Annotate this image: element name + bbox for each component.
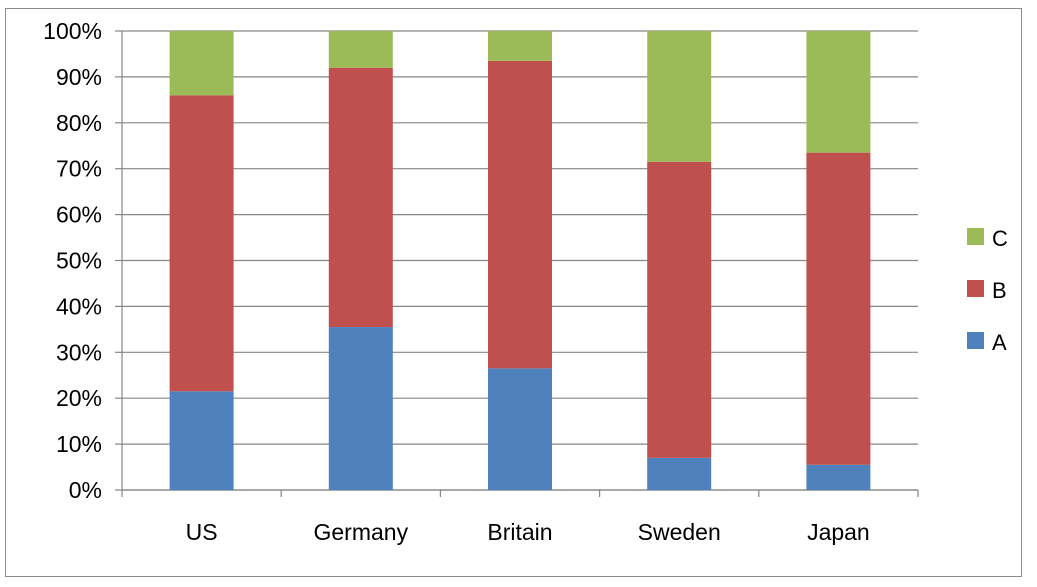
y-tick-label: 60% bbox=[56, 202, 102, 228]
bar-b-germany bbox=[328, 67, 393, 328]
bar-c-sweden bbox=[647, 31, 712, 162]
y-tick-label: 30% bbox=[56, 339, 102, 365]
x-tick-label: Germany bbox=[314, 519, 409, 545]
y-tick-label: 40% bbox=[56, 293, 102, 319]
x-tick-label: US bbox=[186, 519, 218, 545]
legend-swatch-a bbox=[967, 332, 984, 349]
bar-a-sweden bbox=[647, 457, 712, 490]
legend-label-b: B bbox=[992, 278, 1007, 303]
y-tick-label: 90% bbox=[56, 64, 102, 90]
legend-label-a: A bbox=[992, 330, 1007, 355]
bar-a-germany bbox=[328, 327, 393, 490]
y-tick-label: 80% bbox=[56, 110, 102, 136]
bar-a-japan bbox=[806, 464, 871, 490]
x-tick-label: Sweden bbox=[638, 519, 721, 545]
bar-a-us bbox=[169, 391, 234, 490]
bar-c-britain bbox=[488, 31, 552, 61]
bar-b-us bbox=[169, 95, 234, 392]
y-tick-label: 50% bbox=[56, 248, 102, 274]
bar-b-japan bbox=[806, 152, 871, 465]
x-tick-label: Britain bbox=[487, 519, 552, 545]
y-tick-label: 0% bbox=[69, 477, 102, 503]
bar-c-us bbox=[169, 31, 234, 96]
y-tick-label: 100% bbox=[43, 18, 102, 44]
bar-c-japan bbox=[806, 31, 871, 153]
bar-c-germany bbox=[328, 31, 393, 68]
y-tick-label: 10% bbox=[56, 431, 102, 457]
y-tick-label: 70% bbox=[56, 156, 102, 182]
legend-label-c: C bbox=[992, 226, 1008, 251]
legend-swatch-b bbox=[967, 280, 984, 297]
bar-a-britain bbox=[488, 368, 552, 490]
bar-b-sweden bbox=[647, 161, 712, 458]
legend-swatch-c bbox=[967, 228, 984, 245]
x-tick-label: Japan bbox=[807, 519, 870, 545]
y-tick-label: 20% bbox=[56, 385, 102, 411]
bar-b-britain bbox=[488, 60, 552, 369]
